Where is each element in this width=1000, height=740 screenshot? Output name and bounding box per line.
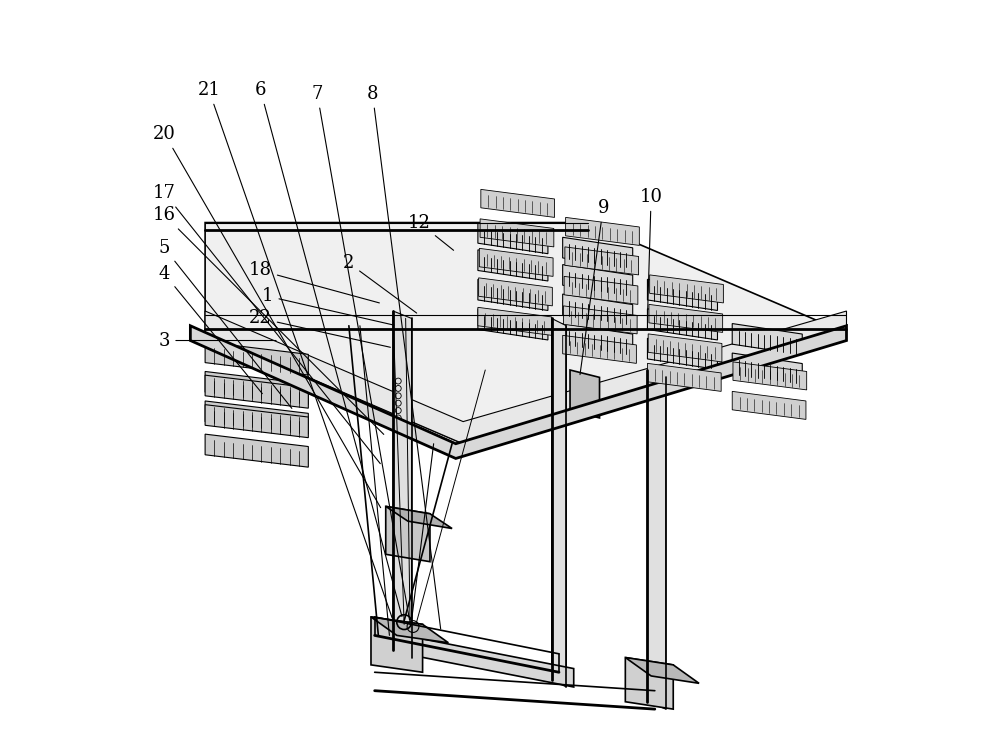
Polygon shape [205,223,846,444]
Polygon shape [205,375,308,408]
Polygon shape [393,311,412,658]
Polygon shape [478,309,548,340]
Polygon shape [647,279,717,311]
Polygon shape [205,401,308,434]
Polygon shape [563,294,633,325]
Text: 9: 9 [580,199,609,374]
Polygon shape [570,370,600,418]
Polygon shape [647,363,721,391]
Text: 18: 18 [249,261,379,303]
Polygon shape [732,391,806,420]
Polygon shape [205,405,308,437]
Text: 6: 6 [255,81,402,616]
Polygon shape [205,434,308,467]
Polygon shape [481,189,555,218]
Text: 5: 5 [159,239,292,408]
Polygon shape [563,238,633,269]
Polygon shape [386,632,574,687]
Text: 8: 8 [367,84,441,629]
Polygon shape [386,506,452,528]
Text: 10: 10 [640,188,663,316]
Polygon shape [563,323,633,354]
Polygon shape [565,247,639,275]
Text: 16: 16 [153,206,384,434]
Text: 4: 4 [159,265,262,394]
Polygon shape [647,370,666,709]
Text: 22: 22 [249,309,390,347]
Text: 1: 1 [262,287,394,325]
Text: 7: 7 [311,84,410,620]
Polygon shape [732,323,802,354]
Polygon shape [371,617,423,672]
Text: 2: 2 [343,254,417,313]
Polygon shape [563,265,633,296]
Polygon shape [647,309,717,340]
Polygon shape [478,307,552,335]
Polygon shape [190,326,846,459]
Polygon shape [386,506,430,562]
Text: 12: 12 [407,214,454,250]
Polygon shape [563,335,636,363]
Polygon shape [733,362,807,390]
Polygon shape [480,219,554,247]
Polygon shape [647,338,717,369]
Polygon shape [552,318,566,687]
Polygon shape [205,371,308,405]
Polygon shape [732,353,802,384]
Text: 17: 17 [153,184,380,464]
Polygon shape [205,342,308,375]
Polygon shape [566,218,639,246]
Polygon shape [649,304,723,332]
Polygon shape [479,249,553,276]
Polygon shape [650,275,723,303]
Polygon shape [564,276,638,304]
Polygon shape [625,658,699,683]
Polygon shape [371,617,448,643]
Polygon shape [478,250,548,281]
Polygon shape [479,278,552,306]
Polygon shape [205,311,846,444]
Text: 3: 3 [159,332,276,349]
Polygon shape [478,223,548,254]
Polygon shape [625,658,673,709]
Text: 20: 20 [153,125,381,508]
Polygon shape [478,279,548,311]
Polygon shape [563,306,637,334]
Polygon shape [648,334,722,362]
Text: 21: 21 [197,81,392,618]
